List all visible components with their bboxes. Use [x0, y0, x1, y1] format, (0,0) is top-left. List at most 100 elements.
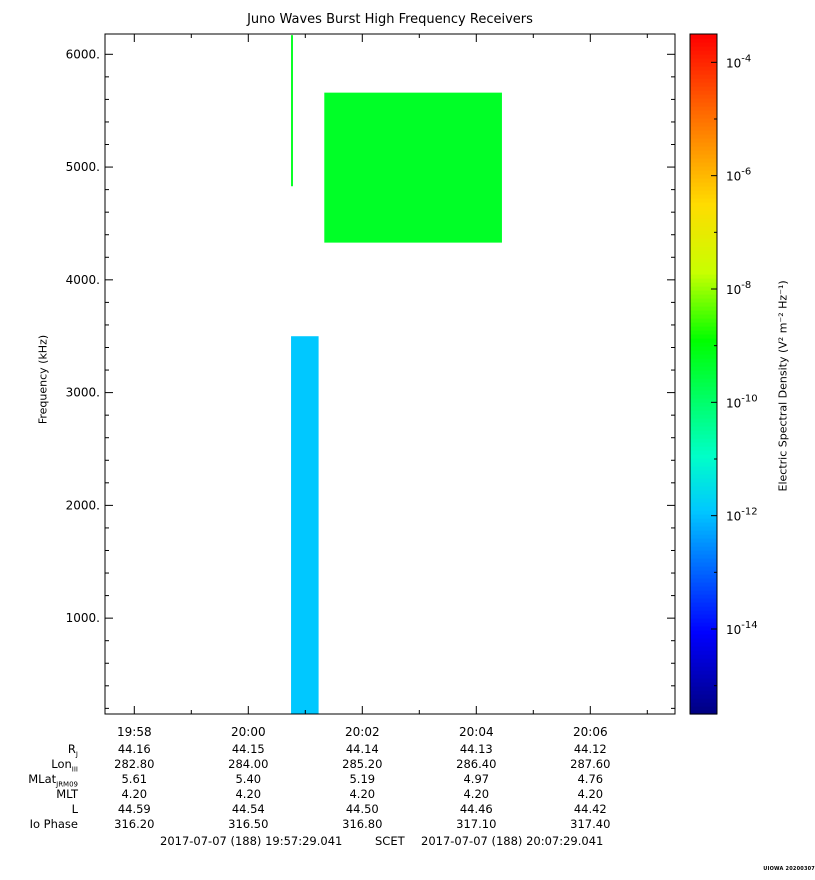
ephemeris-value: 44.12	[573, 742, 607, 756]
colorbar-segment	[690, 358, 717, 363]
x-tick-label: 19:58	[117, 725, 152, 739]
colorbar-segment	[690, 162, 717, 167]
colorbar-segment	[690, 702, 717, 707]
colorbar-segment	[690, 650, 717, 655]
ephemeris-value: 4.20	[235, 787, 262, 801]
colorbar-segment	[690, 674, 717, 679]
colorbar-segment	[690, 310, 717, 315]
colorbar-segment	[690, 462, 717, 467]
ephemeris-value: 4.20	[349, 787, 376, 801]
ephemeris-value: 5.61	[121, 772, 148, 786]
ephemeris-value: 44.46	[459, 802, 493, 816]
colorbar-segment	[690, 550, 717, 555]
colorbar-segment	[690, 450, 717, 455]
y-tick-label: 3000.	[66, 386, 100, 400]
spectrogram-block-2	[291, 336, 319, 714]
ephemeris-value: 44.13	[459, 742, 493, 756]
colorbar-segment	[690, 70, 717, 75]
colorbar-segment	[690, 602, 717, 607]
chart-title: Juno Waves Burst High Frequency Receiver…	[247, 12, 533, 27]
colorbar-segment	[690, 354, 717, 359]
colorbar-segment	[690, 614, 717, 619]
ephemeris-value: 44.54	[231, 802, 265, 816]
colorbar-segment	[690, 590, 717, 595]
ephemeris-row: MLT 4.20 4.20 4.20 4.20 4.20	[0, 787, 815, 802]
x-tick-label: 20:06	[573, 725, 608, 739]
colorbar-segment	[690, 42, 717, 47]
ephemeris-row-label: MLatJRM09	[28, 772, 78, 789]
colorbar-segment	[690, 470, 717, 475]
colorbar-tick-label: 10-6	[726, 167, 751, 184]
ephemeris-value: 44.42	[573, 802, 607, 816]
colorbar-segment	[690, 582, 717, 587]
colorbar-segment	[690, 570, 717, 575]
colorbar-segment	[690, 106, 717, 111]
ephemeris-value: 317.40	[570, 817, 611, 831]
colorbar-segment	[690, 542, 717, 547]
ephemeris-value: 316.20	[114, 817, 155, 831]
colorbar-segment	[690, 370, 717, 375]
colorbar-segment	[690, 682, 717, 687]
colorbar-segment	[690, 446, 717, 451]
colorbar-segment	[690, 194, 717, 199]
colorbar-segment	[690, 670, 717, 675]
colorbar-segment	[690, 378, 717, 383]
colorbar-segment	[690, 474, 717, 479]
colorbar-segment	[690, 422, 717, 427]
colorbar-segment	[690, 418, 717, 423]
colorbar-segment	[690, 634, 717, 639]
colorbar-segment	[690, 574, 717, 579]
colorbar-segment	[690, 338, 717, 343]
colorbar-segment	[690, 690, 717, 695]
colorbar-segment	[690, 402, 717, 407]
colorbar-segment	[690, 498, 717, 503]
colorbar-segment	[690, 330, 717, 335]
colorbar-segment	[690, 202, 717, 207]
colorbar-segment	[690, 334, 717, 339]
colorbar-segment	[690, 642, 717, 647]
colorbar-segment	[690, 390, 717, 395]
colorbar-tick-label: 10-10	[726, 393, 758, 410]
y-tick-label: 4000.	[66, 273, 100, 287]
colorbar-segment	[690, 266, 717, 271]
colorbar-segment	[690, 58, 717, 63]
colorbar-segment	[690, 134, 717, 139]
y-tick-label: 6000.	[66, 47, 100, 61]
colorbar-tick-label: 10-14	[726, 620, 758, 637]
colorbar-segment	[690, 226, 717, 231]
ephemeris-value: 316.50	[228, 817, 269, 831]
colorbar-segment	[690, 434, 717, 439]
colorbar-segment	[690, 270, 717, 275]
x-tick-label: 20:04	[459, 725, 494, 739]
colorbar-segment	[690, 558, 717, 563]
colorbar-segment	[690, 658, 717, 663]
colorbar-segment	[690, 426, 717, 431]
colorbar-segment	[690, 506, 717, 511]
colorbar-segment	[690, 154, 717, 159]
credit-label: UIOWA 20200307	[763, 866, 815, 872]
colorbar-segment	[690, 510, 717, 515]
ephemeris-value: 316.80	[342, 817, 383, 831]
colorbar-segment	[690, 662, 717, 667]
colorbar-segment	[690, 578, 717, 583]
colorbar-segment	[690, 398, 717, 403]
colorbar-segment	[690, 306, 717, 311]
x-tick-label: 20:02	[345, 725, 380, 739]
plot-frame	[104, 33, 676, 715]
ephemeris-value: 317.10	[456, 817, 497, 831]
colorbar-segment	[690, 666, 717, 671]
colorbar-segment	[690, 50, 717, 55]
colorbar-segment	[690, 466, 717, 471]
colorbar-segment	[690, 698, 717, 703]
ephemeris-value: 4.20	[577, 787, 604, 801]
colorbar-segment	[690, 622, 717, 627]
colorbar-segment	[690, 706, 717, 711]
ephemeris-value: 44.16	[117, 742, 151, 756]
colorbar-segment	[690, 242, 717, 247]
colorbar-segment	[690, 66, 717, 71]
ephemeris-row: RJ 44.16 44.15 44.14 44.13 44.12	[0, 742, 815, 758]
colorbar-segment	[690, 214, 717, 219]
ephemeris-value: 4.20	[463, 787, 490, 801]
ephemeris-row: L 44.59 44.54 44.50 44.46 44.42	[0, 802, 815, 817]
colorbar-segment	[690, 258, 717, 263]
